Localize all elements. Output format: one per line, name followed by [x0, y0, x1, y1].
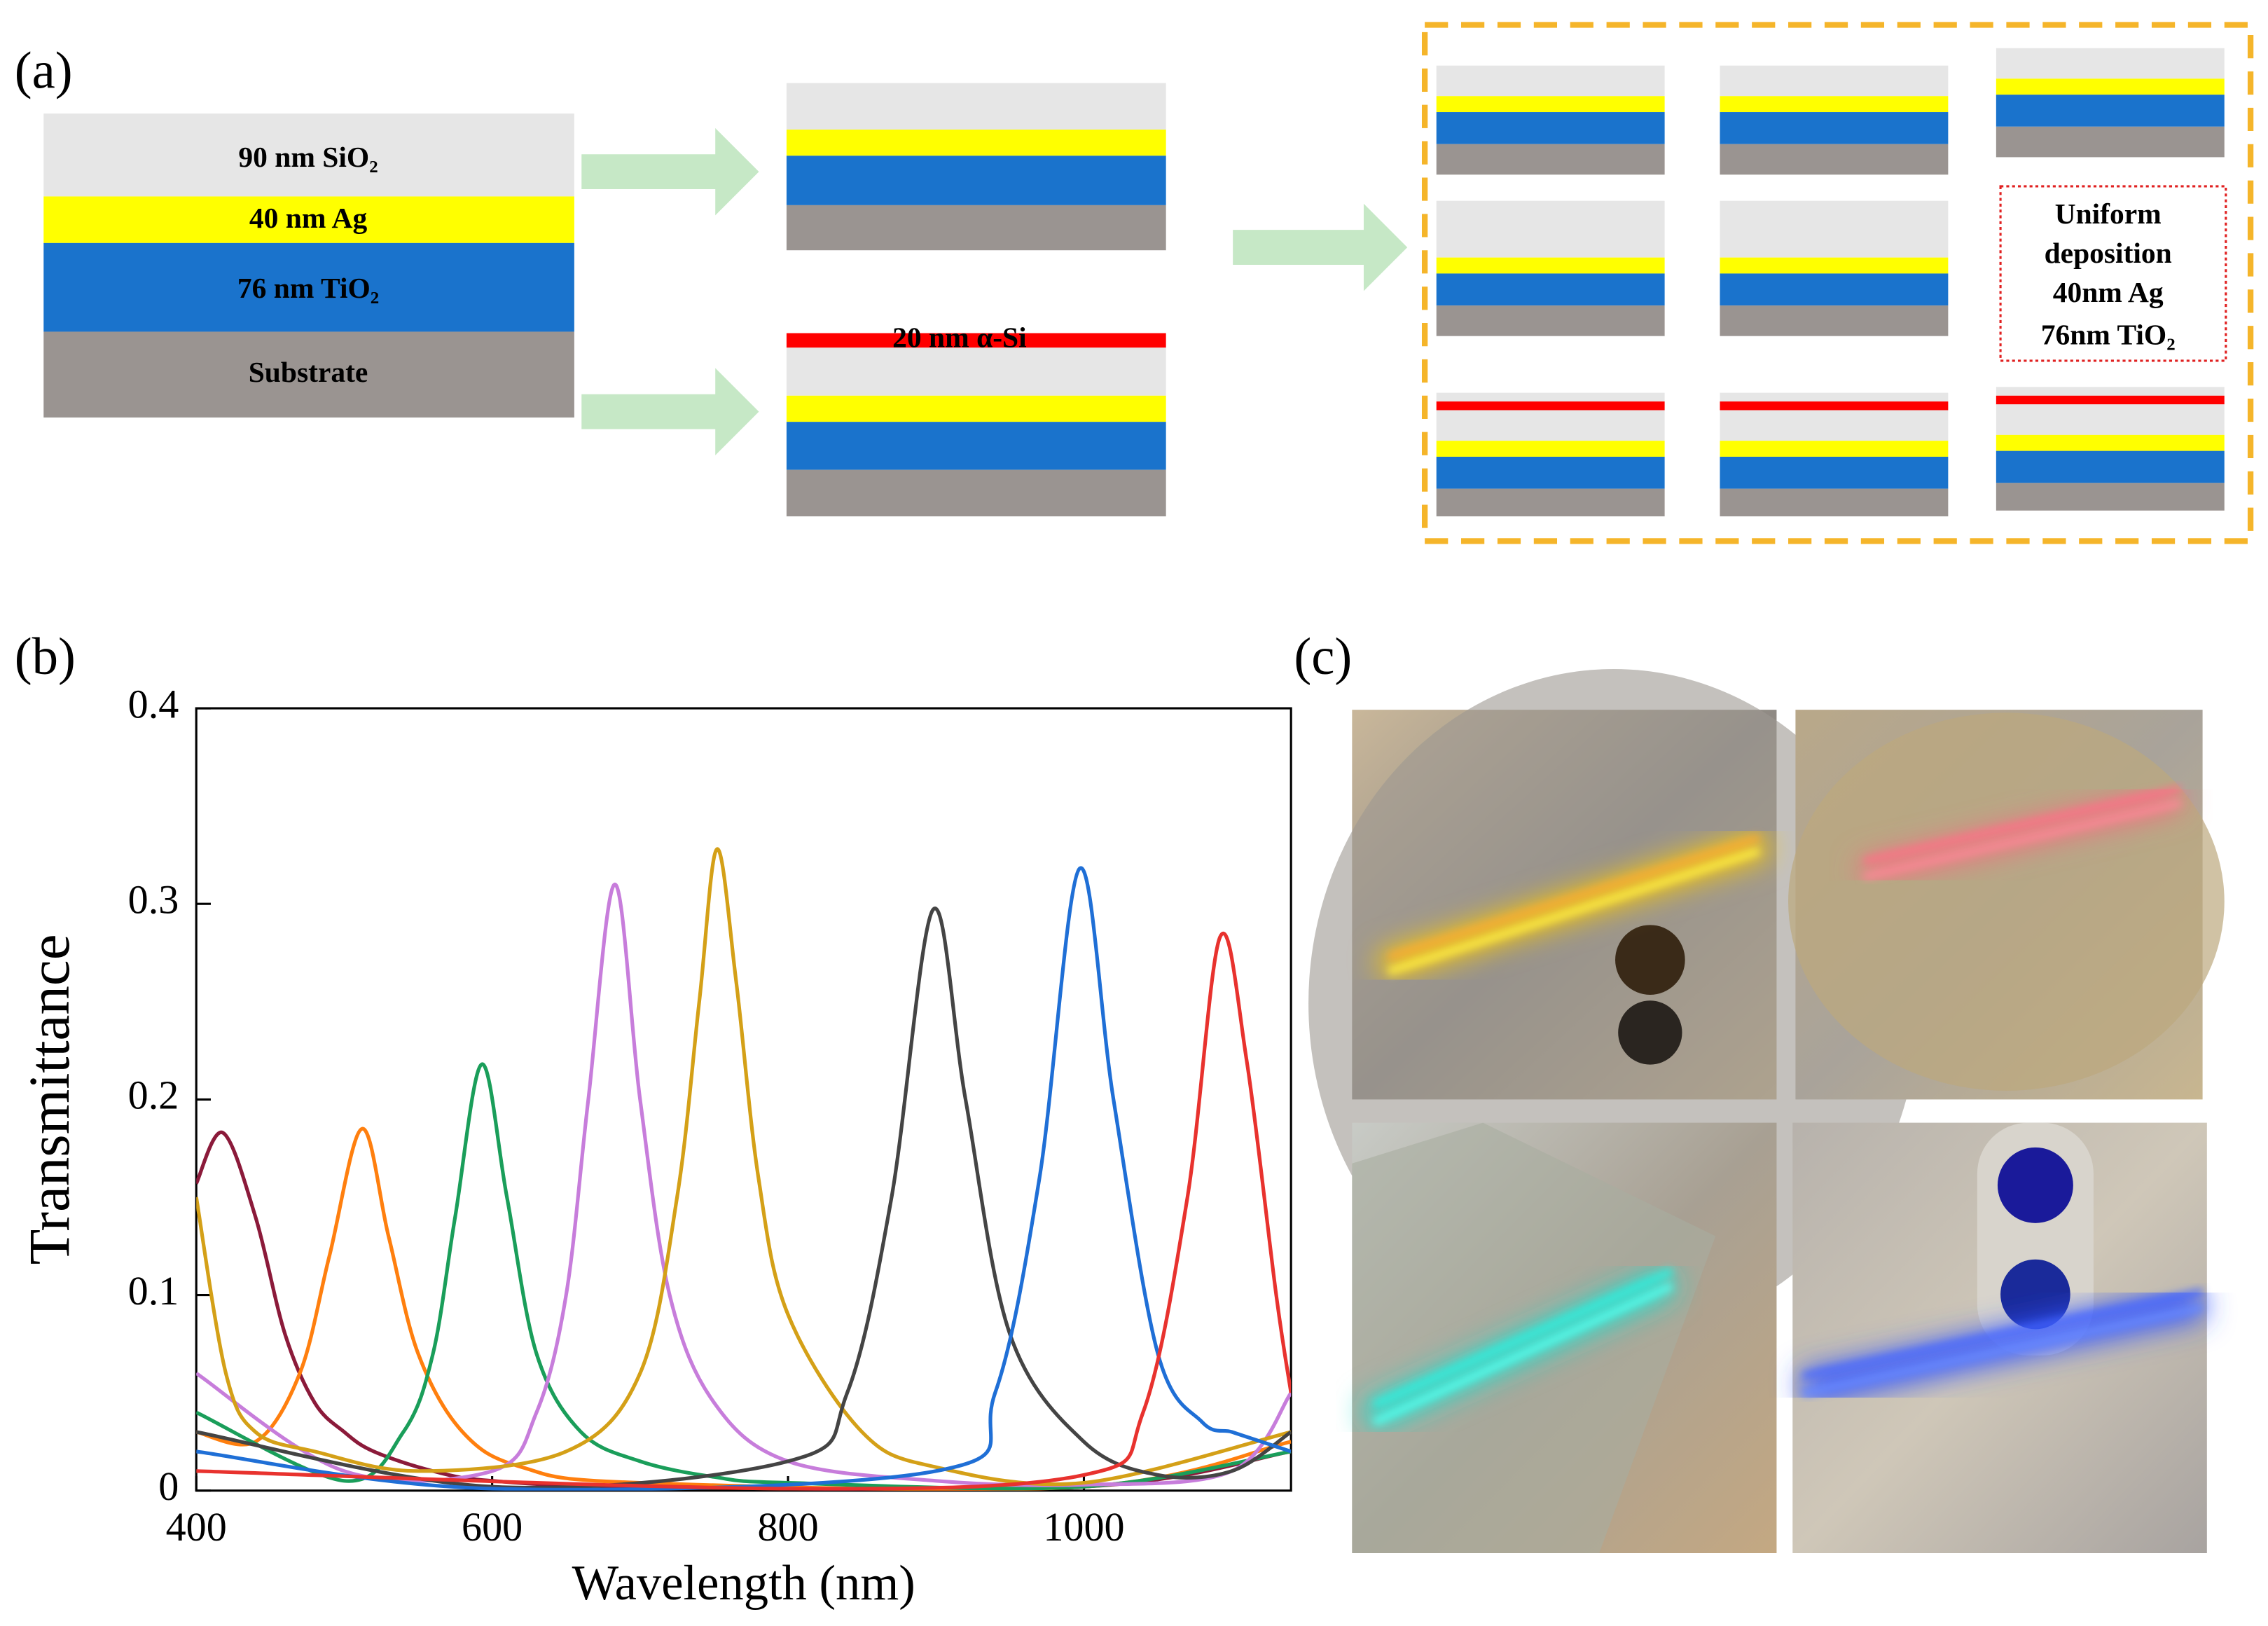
layer	[1996, 483, 2225, 511]
layer	[786, 129, 1166, 156]
arrow	[581, 368, 759, 455]
structure-diagram: 90 nm SiO₂ 40 nm Ag 76 nm TiO₂ Substrate 20 …	[43, 22, 2254, 544]
layer	[1996, 78, 2225, 95]
layer	[1436, 441, 1665, 457]
layer	[786, 205, 1166, 251]
layer	[1720, 410, 1949, 441]
x-tick-label: 800	[757, 1504, 818, 1550]
panel-label: (a)	[15, 41, 73, 99]
x-tick-label: 1000	[1043, 1504, 1124, 1550]
layer	[1436, 65, 1665, 97]
layer	[1720, 273, 1949, 306]
layer	[1436, 401, 1665, 411]
y-tick-label: 0.2	[128, 1073, 179, 1118]
layer	[43, 331, 574, 418]
layer	[43, 113, 574, 197]
layer	[43, 196, 574, 243]
layer	[786, 156, 1166, 205]
layer	[786, 333, 1166, 348]
layer-label: 20 nm α-Si	[892, 321, 1027, 353]
layer	[1996, 95, 2225, 127]
spectrum-line	[196, 907, 1292, 1490]
layer	[1436, 200, 1665, 258]
layer	[1996, 126, 2225, 158]
layer	[1996, 404, 2225, 435]
layer	[1436, 273, 1665, 306]
layer	[1436, 96, 1665, 113]
photo-cyan	[1352, 1122, 1777, 1554]
layer	[1720, 96, 1949, 113]
x-tick-label: 400	[166, 1504, 227, 1550]
panel-label: (c)	[1294, 628, 1352, 686]
layer	[1720, 456, 1949, 489]
note-text: 40nm Ag	[2053, 276, 2164, 308]
photos	[1308, 669, 2225, 1554]
layer-label: 40 nm Ag	[249, 202, 368, 234]
photo-blue	[1792, 1122, 2207, 1554]
layer	[1720, 257, 1949, 274]
layer-label: Substrate	[249, 356, 368, 388]
arrow	[581, 128, 759, 216]
layer	[1720, 401, 1949, 411]
layer	[1996, 450, 2225, 483]
spectrum-line	[196, 866, 1292, 1491]
layer	[1436, 305, 1665, 336]
layer	[1720, 144, 1949, 175]
layer	[1996, 387, 2225, 396]
layer	[1436, 144, 1665, 175]
layer	[1996, 434, 2225, 451]
x-tick-label: 600	[462, 1504, 523, 1550]
layer	[786, 83, 1166, 130]
layer	[1436, 456, 1665, 489]
layer	[786, 422, 1166, 470]
y-tick-label: 0.3	[128, 877, 179, 923]
y-axis-label: Transmittance	[17, 934, 81, 1265]
layer-label: 76 nm TiO₂	[237, 272, 379, 304]
note-text: 76nm TiO₂	[2041, 318, 2176, 350]
layer	[1436, 410, 1665, 441]
layer	[786, 347, 1166, 396]
y-tick-label: 0.4	[128, 681, 179, 726]
spectrum-line	[196, 1062, 1292, 1491]
layer	[1720, 305, 1949, 336]
dashed-box	[1421, 22, 2254, 544]
layer-label: 90 nm SiO₂	[238, 141, 378, 173]
layer	[1720, 65, 1949, 97]
layer	[1720, 488, 1949, 517]
note-text: Uniform	[2055, 198, 2162, 230]
x-axis-label: Wavelength (nm)	[572, 1556, 915, 1611]
layer	[43, 242, 574, 332]
y-tick-label: 0.1	[128, 1268, 179, 1314]
layer	[1436, 392, 1665, 402]
layer	[1436, 112, 1665, 144]
layer	[1996, 395, 2225, 405]
layer	[1720, 392, 1949, 402]
chart: 0 0.1 0.2 0.3 0.4 400 600 800 1000 Wavelength (nm…	[17, 681, 1292, 1611]
arrow	[1233, 203, 1408, 291]
photo-pink	[1788, 710, 2225, 1100]
layer	[1436, 257, 1665, 274]
layer	[786, 469, 1166, 517]
layer	[1720, 200, 1949, 258]
panel-label: (b)	[15, 628, 76, 686]
note-box	[1999, 185, 2227, 362]
spectrum-line	[196, 847, 1292, 1487]
plot-frame	[195, 707, 1292, 1492]
layer	[1996, 48, 2225, 79]
layer	[1720, 112, 1949, 144]
layer	[786, 395, 1166, 422]
layer	[1436, 488, 1665, 517]
y-tick-label: 0	[158, 1463, 179, 1509]
spectrum-line	[196, 931, 1292, 1491]
note-text: deposition	[2045, 237, 2172, 269]
layer	[1720, 441, 1949, 457]
